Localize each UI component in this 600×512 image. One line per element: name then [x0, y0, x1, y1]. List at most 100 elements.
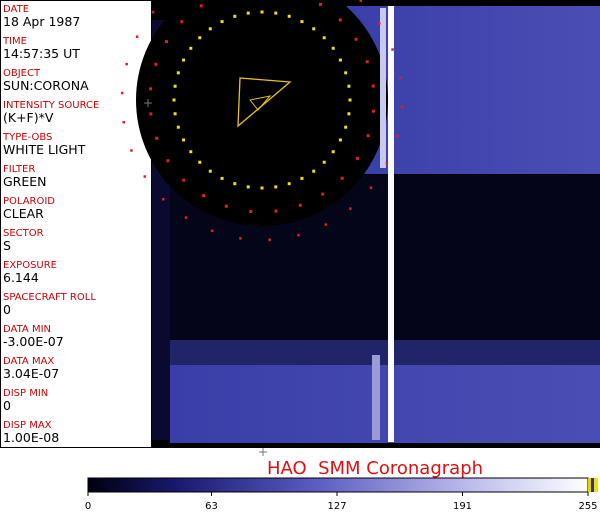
- overlay-dot: [324, 223, 328, 226]
- overlay-dot: [182, 58, 186, 62]
- overlay-dot: [398, 76, 402, 80]
- overlay-dot: [300, 20, 304, 24]
- overlay-dot: [260, 10, 264, 14]
- colorbar: [87, 477, 589, 493]
- overlay-dot: [182, 138, 186, 142]
- overlay-dot: [233, 14, 237, 18]
- overlay-dot: [184, 216, 188, 219]
- overlay-dot: [366, 134, 370, 138]
- field-label: TIME: [2, 36, 27, 47]
- overlay-dot: [161, 197, 165, 201]
- field-value: 3.04E-07: [3, 366, 59, 381]
- overlay-dot: [338, 138, 342, 142]
- overlay-dot: [224, 204, 228, 208]
- field-label: DISP MIN: [3, 388, 48, 399]
- field-label: POLAROID: [3, 196, 55, 207]
- overlay-dot: [120, 91, 124, 95]
- overlay-dot: [130, 149, 133, 152]
- overlay-dot: [347, 84, 351, 88]
- overlay-dot: [369, 186, 373, 190]
- overlay-dot: [202, 194, 206, 198]
- overlay-dot: [312, 27, 316, 31]
- overlay-dot: [344, 125, 348, 129]
- overlay-dot: [274, 185, 278, 189]
- field-label: DATA MIN: [3, 324, 51, 335]
- overlay-dot: [318, 2, 322, 6]
- overlay-dot: [331, 46, 335, 50]
- overlay-dot: [260, 186, 264, 190]
- colorbar-end: [588, 478, 591, 492]
- field-value: CLEAR: [3, 206, 44, 221]
- field-label: SPACECRAFT ROLL: [3, 292, 96, 303]
- overlay-dot: [396, 134, 399, 138]
- overlay-dot: [182, 178, 186, 182]
- overlay-dot: [371, 109, 375, 113]
- overlay-dot: [300, 176, 304, 180]
- field-label: EXPOSURE: [3, 260, 57, 271]
- overlay-dot: [198, 160, 202, 164]
- overlay-dot: [274, 11, 278, 15]
- field-value: 6.144: [3, 270, 39, 285]
- overlay-dot: [322, 36, 326, 40]
- overlay-dot: [354, 37, 358, 41]
- field-label: FILTER: [3, 164, 35, 175]
- overlay-dot: [210, 229, 214, 233]
- field-label: DATE: [3, 4, 29, 15]
- overlay-dot: [239, 237, 242, 240]
- overlay-dot: [298, 203, 302, 207]
- overlay-dot: [359, 0, 363, 3]
- overlay-dot: [199, 4, 203, 8]
- overlay-dot: [135, 35, 139, 38]
- field-label: DATA MAX: [3, 356, 54, 367]
- image: [120, 0, 600, 456]
- field-value: S: [3, 238, 11, 253]
- overlay-dot: [371, 84, 375, 88]
- field-value: -3.00E-07: [3, 334, 64, 349]
- overlay-dot: [365, 60, 369, 64]
- overlay-dot: [349, 207, 352, 210]
- overlay-dot: [166, 159, 170, 163]
- colorbar-tick-label: 255: [578, 501, 597, 512]
- overlay-dot: [189, 150, 193, 154]
- field-value: 18 Apr 1987: [3, 14, 80, 29]
- overlay-dot: [164, 40, 168, 44]
- overlay-dot: [287, 182, 291, 186]
- overlay-dot: [189, 46, 193, 50]
- overlay-dot: [246, 11, 250, 15]
- overlay-dot: [246, 185, 250, 189]
- overlay-dot: [149, 112, 153, 116]
- overlay-dot: [151, 10, 155, 14]
- field-label: SECTOR: [3, 228, 44, 239]
- overlay-dot: [348, 98, 352, 102]
- field-label: DISP MAX: [3, 420, 52, 431]
- overlay-dot: [180, 20, 184, 24]
- overlay-dot: [385, 162, 389, 165]
- overlay-dot: [297, 233, 300, 237]
- overlay-dot: [331, 150, 335, 154]
- colorbar-tick-label: 127: [327, 501, 346, 512]
- overlay-dot: [208, 27, 212, 31]
- field-value: (K+F)*V: [3, 110, 54, 125]
- overlay-dot: [155, 136, 159, 140]
- overlay-dot: [356, 156, 360, 160]
- overlay-dot: [391, 48, 394, 51]
- field-value: 14:57:35 UT: [3, 46, 80, 61]
- overlay-dot: [154, 62, 158, 66]
- overlay-dot: [287, 14, 291, 18]
- field-value: SUN:CORONA: [3, 78, 89, 93]
- field-label: TYPE-OBS: [2, 132, 52, 143]
- field-value: 1.00E-08: [3, 430, 59, 445]
- field-value: GREEN: [3, 174, 47, 189]
- field-label: OBJECT: [3, 68, 41, 79]
- colorbar-end: [591, 478, 594, 492]
- overlay-dot: [220, 20, 224, 24]
- overlay-dot: [233, 182, 237, 186]
- overlay-dot: [173, 84, 177, 88]
- overlay-dot: [268, 238, 271, 242]
- overlay-dot: [340, 176, 344, 180]
- colorbar-end: [594, 478, 598, 492]
- overlay-dot: [149, 87, 153, 91]
- field-value: 0: [3, 398, 11, 413]
- overlay-dot: [321, 192, 325, 196]
